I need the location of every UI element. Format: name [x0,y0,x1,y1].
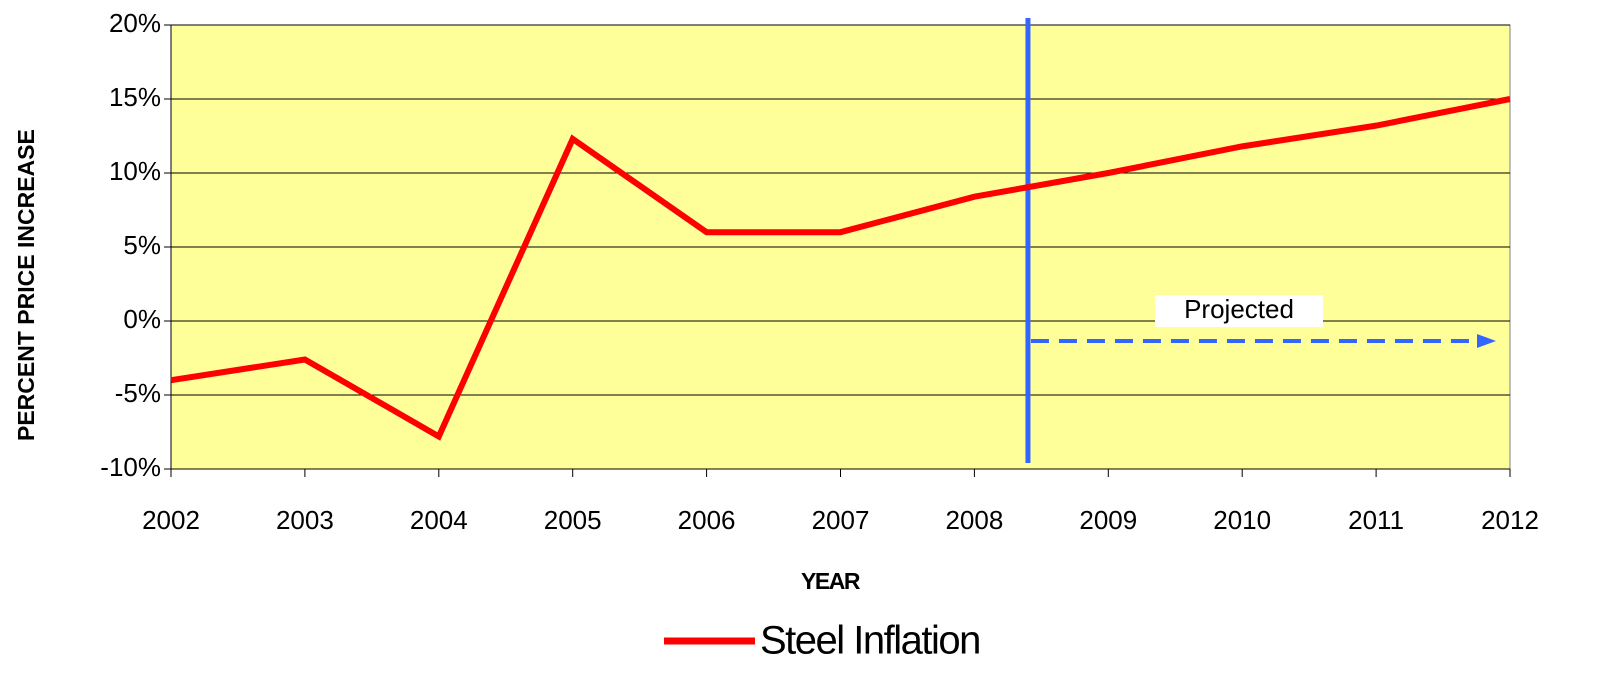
x-tick-label: 2008 [945,505,1003,535]
y-tick-label: 10% [109,156,161,186]
annotation-text: Projected [1184,294,1294,324]
y-tick-label: 0% [123,304,161,334]
y-tick-label: 20% [109,8,161,38]
y-tick-label: 15% [109,82,161,112]
y-tick-label: -10% [100,452,161,482]
x-tick-label: 2003 [276,505,334,535]
x-axis-title: YEAR [801,568,861,594]
x-tick-label: 2009 [1079,505,1137,535]
x-tick-label: 2006 [678,505,736,535]
line-series [170,96,1511,441]
arrow-head [1477,334,1496,348]
x-tick-label: 2011 [1348,505,1404,535]
x-tick-label: 2012 [1481,505,1539,535]
y-axis-title: PERCENT PRICE INCREASE [13,129,39,441]
x-tick-label: 2004 [410,505,468,535]
x-tick-label: 2005 [544,505,602,535]
y-axis-title-wrap: PERCENT PRICE INCREASE [13,129,39,441]
y-tick-label: 5% [123,230,161,260]
x-tick-label: 2010 [1213,505,1271,535]
annotation-bg [1155,295,1323,327]
legend-label: Steel Inflation [760,619,980,663]
x-tick-label: 2007 [812,505,870,535]
x-tick-label: 2002 [142,505,200,535]
y-tick-label: -5% [115,378,161,408]
